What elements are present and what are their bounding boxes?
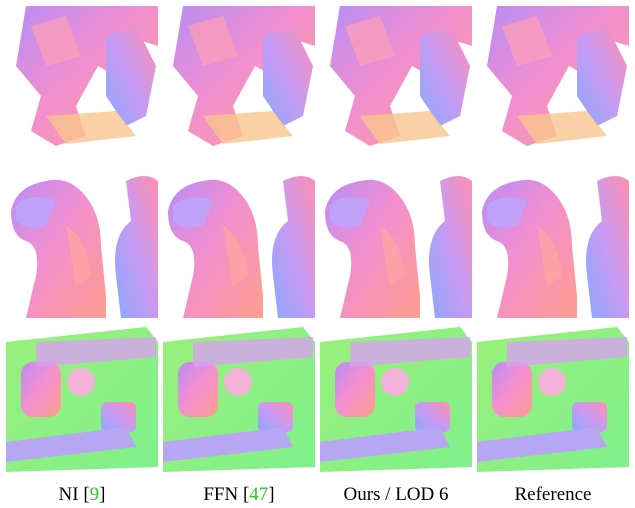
render-panel [6,166,158,318]
render-panel [320,166,472,318]
column-caption: Ours / LOD 6 [343,484,448,505]
render-panel [477,322,629,474]
render-panel [163,322,315,474]
caption-text: Reference [515,484,592,505]
render-panel [477,6,629,158]
column-caption: Reference [515,484,592,505]
column-caption: FFN [47] [203,484,274,505]
caption-text: ] [99,484,105,505]
render-panel [320,322,472,474]
render-panel [6,6,158,158]
render-panel [163,166,315,318]
render-panel [163,6,315,158]
caption-text: ] [268,484,274,505]
render-panel [6,322,158,474]
render-panel [477,166,629,318]
render-panel [320,6,472,158]
captions: NI [9] FFN [47] Ours / LOD 6 Reference [59,484,592,505]
panel-grid [6,6,629,474]
column-caption: NI [9] [59,484,106,505]
caption-text: NI [ [59,484,90,505]
caption-text: FFN [ [203,484,249,505]
caption-text: Ours / LOD 6 [343,484,448,505]
citation: 47 [249,484,268,505]
citation: 9 [90,484,100,505]
